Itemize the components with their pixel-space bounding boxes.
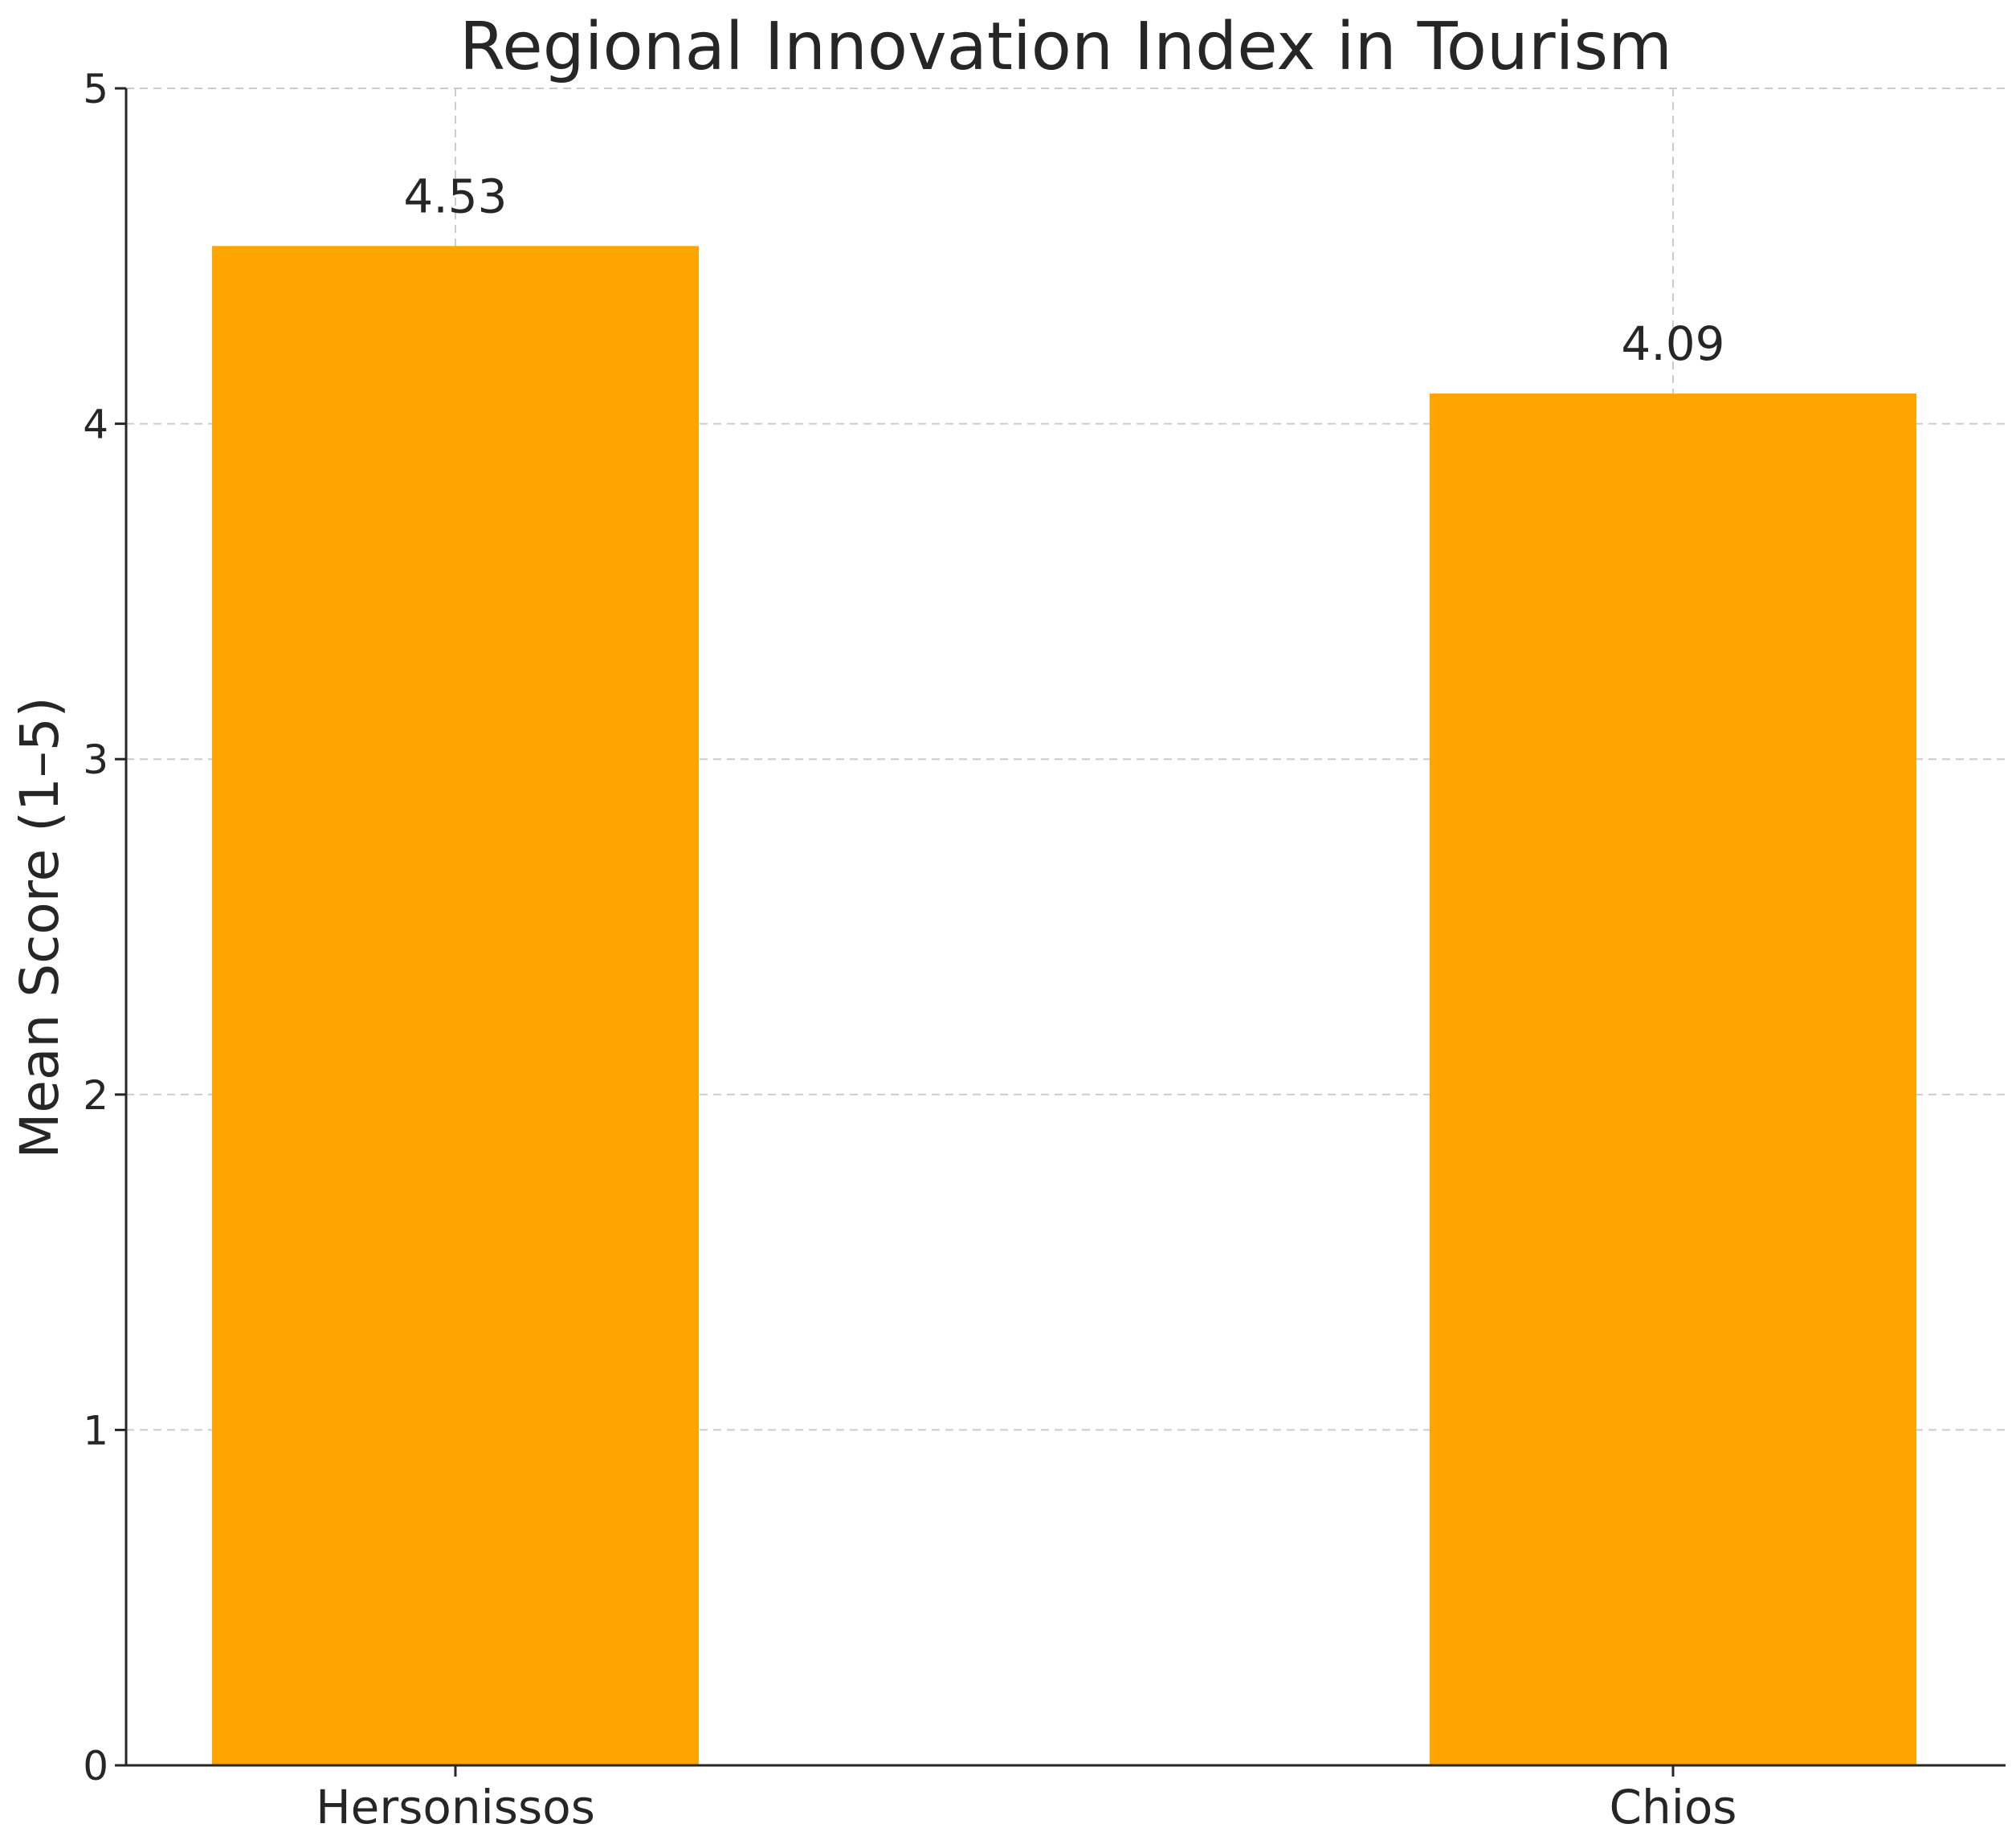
y-tick-label: 1 [83,1407,108,1454]
y-tick-label: 2 [83,1072,108,1119]
chart-title: Regional Innovation Index in Tourism [459,9,1672,85]
y-tick-label: 4 [83,402,108,448]
x-axis-ticks: Hersonissos Chios [316,1765,1737,1832]
x-tick-label: Hersonissos [316,1780,595,1832]
y-axis-ticks: 0 1 2 3 4 5 [83,66,126,1789]
y-tick-label: 3 [83,736,108,783]
x-tick-label: Chios [1609,1780,1736,1832]
y-tick-label: 5 [83,66,108,112]
bar-hersonissos [212,246,699,1766]
y-axis-label: Mean Score (1–5) [9,696,71,1158]
bars [212,246,1916,1766]
y-tick-label: 0 [83,1743,108,1789]
data-label: 4.53 [403,169,507,223]
bar-chios [1430,394,1916,1765]
data-label: 4.09 [1621,316,1724,371]
data-labels: 4.53 4.09 [403,169,1724,371]
